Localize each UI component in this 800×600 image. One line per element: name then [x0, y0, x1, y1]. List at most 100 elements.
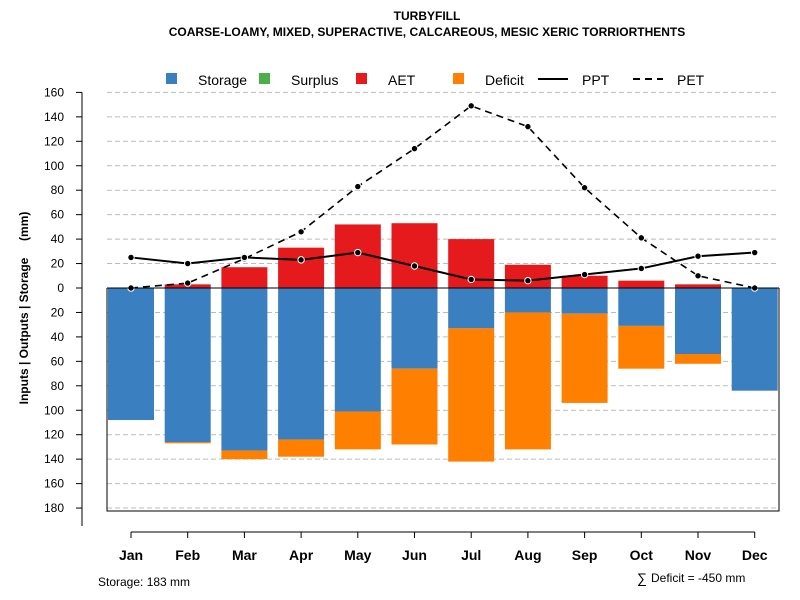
- ppt-point: [184, 259, 192, 268]
- storage-bar: [108, 288, 154, 421]
- x-tick-label: May: [344, 547, 371, 563]
- aet-bar: [391, 223, 438, 288]
- x-tick-label: Nov: [685, 547, 712, 563]
- x-tick-label: Feb: [175, 547, 200, 563]
- ppt-point: [467, 275, 475, 284]
- y-axis-label: Inputs | Outputs | Storage (mm): [17, 212, 31, 405]
- y-tick-label: 160: [44, 477, 64, 491]
- pet-point: [580, 184, 589, 192]
- y-tick-label: 120: [44, 428, 64, 442]
- deficit-bar: [221, 450, 268, 460]
- x-tick-label: Jun: [402, 547, 427, 563]
- y-tick-label: 140: [44, 452, 64, 466]
- aet-bar: [618, 280, 665, 288]
- pet-point: [524, 122, 532, 131]
- y-tick-label: 140: [44, 110, 64, 124]
- legend-label: AET: [388, 72, 416, 88]
- chart-title: TURBYFILL: [394, 9, 461, 23]
- aet-bar: [504, 264, 551, 288]
- legend-label: PET: [677, 72, 705, 88]
- storage-bar: [278, 288, 325, 440]
- y-tick-label: 80: [51, 379, 65, 393]
- deficit-bar: [448, 328, 495, 462]
- y-tick-label: 180: [44, 501, 64, 515]
- y-tick-label: 100: [44, 403, 64, 417]
- legend: Storage Surplus AET Deficit PPT PET: [166, 72, 705, 88]
- legend-swatch: [453, 73, 464, 84]
- aet-bar: [221, 267, 268, 288]
- deficit-total: Deficit = -450 mm: [651, 571, 745, 585]
- ppt-line: [130, 251, 755, 282]
- y-tick-label: 160: [44, 85, 64, 99]
- ppt-point: [580, 270, 589, 279]
- pet-line: [130, 104, 755, 289]
- y-tick-label: 20: [51, 305, 65, 319]
- legend-label: Storage: [198, 72, 247, 88]
- storage-bar: [448, 288, 495, 329]
- storage-bar: [221, 288, 268, 451]
- pet-point: [354, 182, 362, 191]
- ppt-point: [524, 276, 532, 285]
- legend-label: PPT: [582, 72, 610, 88]
- storage-bar: [731, 288, 778, 391]
- y-tick-label: 0: [57, 281, 64, 295]
- aet-bar: [561, 275, 608, 288]
- storage-total: Storage: 183 mm: [98, 575, 190, 589]
- x-tick-label: Apr: [289, 547, 314, 563]
- bars: [108, 223, 778, 462]
- ppt-point: [240, 253, 249, 262]
- deficit-sum-symbol: ∑: [637, 570, 647, 586]
- legend-label: Surplus: [291, 72, 338, 88]
- y-axis: 160 140 120 100 80 60 40 20 0 20 40 60 80 100 120 140 16…: [44, 85, 83, 526]
- gridlines: [107, 91, 779, 509]
- x-tick-label: Dec: [742, 547, 768, 563]
- storage-bar: [164, 288, 211, 443]
- pet-point: [694, 272, 702, 280]
- ppt-point: [637, 264, 645, 273]
- y-tick-label: 40: [51, 330, 65, 344]
- deficit-bar: [334, 411, 381, 450]
- legend-swatch: [166, 73, 177, 84]
- deficit-bar: [391, 368, 438, 445]
- storage-bar: [618, 288, 665, 326]
- storage-bar: [675, 288, 721, 355]
- y-tick-label: 100: [44, 159, 64, 173]
- deficit-bar: [278, 439, 325, 457]
- deficit-bar: [504, 312, 551, 450]
- aet-bar: [278, 247, 325, 288]
- lines: [127, 102, 759, 292]
- deficit-bar: [618, 325, 665, 369]
- y-tick-label: 60: [51, 208, 65, 222]
- x-tick-label: Jul: [461, 547, 481, 563]
- x-tick-label: Aug: [514, 547, 541, 563]
- ppt-point: [354, 248, 362, 257]
- aet-bar: [675, 284, 721, 288]
- storage-frame: [106, 288, 780, 512]
- pet-point: [297, 228, 305, 236]
- deficit-bar: [675, 354, 721, 364]
- y-tick-label: 120: [44, 134, 64, 148]
- x-axis: Jan Feb Mar Apr May Jun Jul Aug Sep Oct Nov Dec: [119, 531, 768, 563]
- storage-bar: [391, 288, 438, 369]
- deficit-bar: [561, 313, 608, 403]
- pet-point: [410, 144, 419, 153]
- pet-point: [184, 279, 192, 287]
- ppt-point: [694, 252, 702, 260]
- storage-bar: [504, 288, 551, 313]
- chart-subtitle: COARSE-LOAMY, MIXED, SUPERACTIVE, CALCAR…: [169, 25, 686, 39]
- y-tick-label: 80: [51, 183, 65, 197]
- x-tick-label: Sep: [572, 547, 598, 563]
- ppt-point: [297, 256, 305, 264]
- storage-bar: [561, 288, 608, 314]
- legend-swatch: [356, 73, 367, 84]
- y-tick-label: 60: [51, 354, 65, 368]
- legend-label: Deficit: [485, 72, 524, 88]
- storage-bar: [334, 288, 381, 412]
- pet-point: [467, 102, 475, 110]
- legend-swatch: [259, 73, 270, 84]
- ppt-point: [410, 262, 419, 270]
- ppt-point: [751, 248, 759, 257]
- ppt-point: [127, 253, 135, 262]
- y-tick-label: 20: [51, 257, 65, 271]
